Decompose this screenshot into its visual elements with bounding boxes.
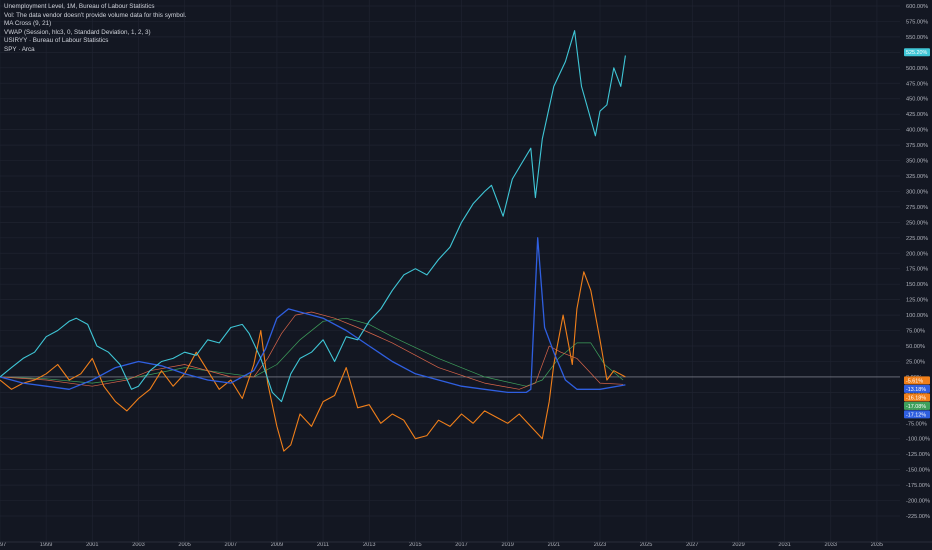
x-tick-label: 2003 <box>132 542 144 548</box>
y-tick-label: 125.00% <box>906 298 928 304</box>
y-tick-label: 50.00% <box>906 344 925 350</box>
y-tick-label: 300.00% <box>906 189 928 195</box>
y-tick-label: 400.00% <box>906 128 928 134</box>
y-tick-label: -150.00% <box>906 468 930 474</box>
last-value-label: 525.20% <box>906 50 927 56</box>
y-tick-label: -100.00% <box>906 437 930 443</box>
legend-volume-note[interactable]: Vol: The data vendor doesn't provide vol… <box>4 11 187 19</box>
x-tick-label: 2031 <box>778 542 790 548</box>
last-value-label: -17.12% <box>906 412 926 418</box>
x-tick-label: 2019 <box>501 542 513 548</box>
y-tick-label: -175.00% <box>906 483 930 489</box>
y-tick-label: 375.00% <box>906 143 928 149</box>
y-tick-label: 450.00% <box>906 97 928 103</box>
x-tick-label: 2021 <box>548 542 560 548</box>
series-line-ma_slow <box>0 317 624 387</box>
legend-vwap[interactable]: VWAP (Session, hlc3, 0, Standard Deviati… <box>4 28 151 36</box>
y-tick-label: 275.00% <box>906 205 928 211</box>
legend-spy[interactable]: SPY · Arca <box>4 45 35 53</box>
last-value-badge: 525.20% <box>904 48 930 57</box>
y-tick-label: 575.00% <box>906 19 928 25</box>
x-tick-label: 2017 <box>455 542 467 548</box>
legend-ma-cross[interactable]: MA Cross (9, 21) <box>4 20 52 28</box>
y-tick-label: 500.00% <box>906 66 928 72</box>
y-tick-label: 100.00% <box>906 313 928 319</box>
y-tick-label: -25.00% <box>906 390 927 396</box>
legend-usiryy[interactable]: USIRYY · Bureau of Labour Statistics <box>4 37 109 45</box>
y-tick-label: 225.00% <box>906 236 928 242</box>
x-tick-label: 2025 <box>640 542 652 548</box>
x-tick-label: 2011 <box>317 542 329 548</box>
x-tick-label: 2033 <box>825 542 837 548</box>
last-value-badge: -13.18% <box>904 384 930 393</box>
y-tick-label: 550.00% <box>906 35 928 41</box>
x-tick-label: 2001 <box>86 542 98 548</box>
grid-lines <box>0 0 900 542</box>
y-tick-label: -75.00% <box>906 421 927 427</box>
y-tick-label: 425.00% <box>906 112 928 118</box>
y-tick-label: 25.00% <box>906 359 925 365</box>
x-tick-label: 2027 <box>686 542 698 548</box>
y-tick-label: 325.00% <box>906 174 928 180</box>
last-value-badge: -17.08% <box>904 401 930 410</box>
y-tick-label: 175.00% <box>906 267 928 273</box>
x-tick-label: 2007 <box>225 542 237 548</box>
last-value-badge: -5.61% <box>904 376 930 385</box>
x-tick-label: 1997 <box>0 542 6 548</box>
series-lines <box>0 30 626 452</box>
last-value-label: -17.08% <box>906 404 926 410</box>
last-value-label: -13.18% <box>906 387 926 393</box>
x-tick-label: 2035 <box>871 542 883 548</box>
last-value-badge: -16.18% <box>904 393 930 402</box>
last-value-badge: -17.12% <box>904 410 930 419</box>
last-value-badges: 525.20% -5.61% -13.18% -16.18% -17.08% -17.12… <box>904 48 930 419</box>
y-tick-label: 75.00% <box>906 329 925 335</box>
y-tick-label: 475.00% <box>906 81 928 87</box>
y-tick-label: 200.00% <box>906 251 928 257</box>
y-tick-label: -200.00% <box>906 499 930 505</box>
x-tick-label: 2005 <box>178 542 190 548</box>
last-value-label: -5.61% <box>906 378 923 384</box>
series-line-spy <box>0 30 626 403</box>
y-tick-label: 250.00% <box>906 220 928 226</box>
x-axis: 1997 1999 2001 2003 2005 2007 2009 2011 2013 2015… <box>0 541 932 548</box>
x-tick-label: 2013 <box>363 542 375 548</box>
x-tick-label: 1999 <box>40 542 52 548</box>
x-tick-label: 2023 <box>594 542 606 548</box>
y-tick-label: 150.00% <box>906 282 928 288</box>
x-tick-label: 2015 <box>409 542 421 548</box>
y-tick-label: 350.00% <box>906 159 928 165</box>
legend-title[interactable]: Unemployment Level, 1M, Bureau of Labour… <box>4 3 155 10</box>
series-line-unemployment <box>0 237 626 394</box>
y-tick-label: -125.00% <box>906 452 930 458</box>
chart-legend: Unemployment Level, 1M, Bureau of Labour… <box>4 3 186 55</box>
y-tick-label: 600.00% <box>906 4 928 10</box>
x-tick-label: 2029 <box>732 542 744 548</box>
x-tick-label: 2009 <box>271 542 283 548</box>
y-tick-label: -225.00% <box>906 514 930 520</box>
last-value-label: -16.18% <box>906 395 926 401</box>
series-line-usiryy <box>0 271 626 452</box>
